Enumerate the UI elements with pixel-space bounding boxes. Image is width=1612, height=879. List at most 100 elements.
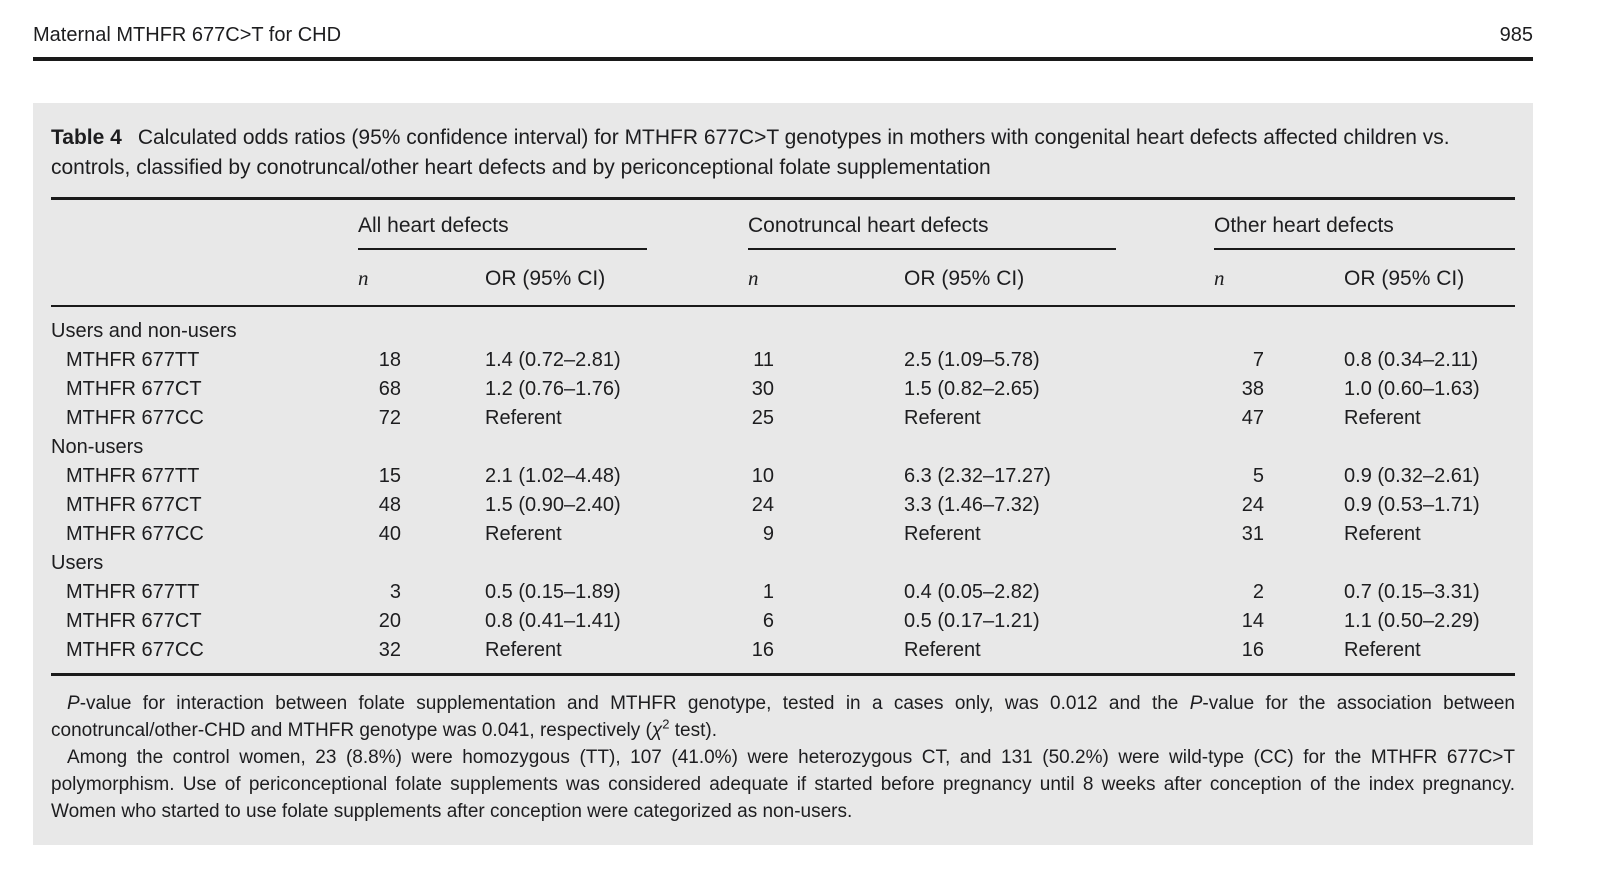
section-label: Users and non-users <box>51 320 237 342</box>
subheader-or-all: OR (95% CI) <box>401 250 748 307</box>
or-all-cell: 1.5 (0.90–2.40) <box>485 494 621 516</box>
or-other-cell: 0.9 (0.53–1.71) <box>1344 494 1480 516</box>
table-row: MTHFR 677CT 48 1.5 (0.90–2.40) 24 3.3 (1… <box>51 491 1515 520</box>
or-conotruncal-cell: Referent <box>904 407 981 429</box>
running-title: Maternal MTHFR 677C>T for CHD <box>33 24 342 46</box>
or-all-cell: 0.8 (0.41–1.41) <box>485 610 621 632</box>
subheader-n-conotruncal: n <box>748 250 774 307</box>
genotype-cell: MTHFR 677TT <box>66 349 200 371</box>
n-all-cell: 68 <box>378 378 401 400</box>
or-all-cell: Referent <box>485 407 562 429</box>
empty-corner-cell <box>51 199 358 251</box>
n-conotruncal-cell: 10 <box>751 465 774 487</box>
n-all-cell: 18 <box>378 349 401 371</box>
odds-ratio-table: All heart defects Conotruncal heart defe… <box>51 197 1516 676</box>
n-other-cell: 47 <box>1241 407 1265 429</box>
n-other-cell: 24 <box>1241 494 1265 516</box>
n-all-cell: 48 <box>378 494 401 516</box>
n-other-cell: 7 <box>1252 349 1265 371</box>
n-all-cell: 20 <box>378 610 401 632</box>
or-other-cell: Referent <box>1344 639 1421 661</box>
or-other-cell: 0.8 (0.34–2.11) <box>1344 349 1479 371</box>
n-other-cell: 31 <box>1241 523 1265 545</box>
n-conotruncal-cell: 25 <box>751 407 774 429</box>
column-group-row: All heart defects Conotruncal heart defe… <box>51 199 1516 251</box>
table-row: MTHFR 677CC 40 Referent 9 Referent 31 Re… <box>51 520 1515 549</box>
n-conotruncal-cell: 6 <box>762 610 774 632</box>
table-row: MTHFR 677TT 15 2.1 (1.02–4.48) 10 6.3 (2… <box>51 462 1515 491</box>
table-row: MTHFR 677TT 3 0.5 (0.15–1.89) 1 0.4 (0.0… <box>51 578 1515 607</box>
n-conotruncal-cell: 9 <box>762 523 774 545</box>
genotype-cell: MTHFR 677CT <box>66 378 202 400</box>
table-row: MTHFR 677CT 68 1.2 (0.76–1.76) 30 1.5 (0… <box>51 375 1515 404</box>
or-conotruncal-cell: Referent <box>904 639 981 661</box>
n-all-cell: 40 <box>378 523 401 545</box>
or-other-cell: 0.9 (0.32–2.61) <box>1344 465 1480 487</box>
genotype-cell: MTHFR 677CT <box>66 494 202 516</box>
section-label: Users <box>51 552 104 574</box>
or-all-cell: 2.1 (1.02–4.48) <box>485 465 621 487</box>
italic-p: P <box>1189 693 1203 714</box>
page-number: 985 <box>1499 24 1533 46</box>
table-row: MTHFR 677CC 32 Referent 16 Referent 16 R… <box>51 636 1515 675</box>
n-other-cell: 14 <box>1241 610 1265 632</box>
or-all-cell: 1.2 (0.76–1.76) <box>485 378 621 400</box>
or-conotruncal-cell: 3.3 (1.46–7.32) <box>904 494 1040 516</box>
or-all-cell: Referent <box>485 639 562 661</box>
table-row: MTHFR 677CT 20 0.8 (0.41–1.41) 6 0.5 (0.… <box>51 607 1515 636</box>
or-conotruncal-cell: Referent <box>904 523 981 545</box>
subheader-row: n OR (95% CI) n OR (95% CI) n OR (95% CI… <box>51 250 1516 307</box>
or-conotruncal-cell: 2.5 (1.09–5.78) <box>904 349 1040 371</box>
section-row: Users <box>51 549 1515 578</box>
table-caption: Table 4 Calculated odds ratios (95% confi… <box>51 123 1515 183</box>
n-conotruncal-cell: 24 <box>751 494 774 516</box>
n-conotruncal-cell: 11 <box>753 349 774 371</box>
header-rule <box>33 57 1533 61</box>
or-all-cell: Referent <box>485 523 562 545</box>
n-other-cell: 2 <box>1252 581 1265 603</box>
chi-superscript: 2 <box>662 716 670 732</box>
genotype-cell: MTHFR 677CT <box>66 610 202 632</box>
table-row: MTHFR 677CC 72 Referent 25 Referent 47 R… <box>51 404 1515 433</box>
table-caption-label: Table 4 <box>51 126 122 149</box>
or-conotruncal-cell: 0.4 (0.05–2.82) <box>904 581 1040 603</box>
genotype-cell: MTHFR 677CC <box>66 407 204 429</box>
genotype-cell: MTHFR 677CC <box>66 639 204 661</box>
column-group-all: All heart defects <box>358 199 748 250</box>
column-group-conotruncal: Conotruncal heart defects <box>748 199 1214 250</box>
n-conotruncal-cell: 30 <box>751 378 774 400</box>
section-row: Users and non-users <box>51 306 1515 346</box>
table-caption-text: Calculated odds ratios (95% confidence i… <box>51 126 1450 179</box>
column-group-other: Other heart defects <box>1214 199 1516 250</box>
footnote-2: Among the control women, 23 (8.8%) were … <box>51 747 1515 822</box>
n-all-cell: 32 <box>378 639 401 661</box>
genotype-cell: MTHFR 677CC <box>66 523 204 545</box>
subheader-or-conotruncal: OR (95% CI) <box>774 250 1215 307</box>
n-all-cell: 3 <box>389 581 401 603</box>
n-conotruncal-cell: 1 <box>762 581 774 603</box>
n-all-cell: 72 <box>378 407 401 429</box>
or-conotruncal-cell: 1.5 (0.82–2.65) <box>904 378 1040 400</box>
or-other-cell: Referent <box>1344 523 1421 545</box>
journal-page: Maternal MTHFR 677C>T for CHD 985 Table … <box>33 0 1533 845</box>
n-other-cell: 38 <box>1241 378 1265 400</box>
subheader-n-other: n <box>1214 250 1265 307</box>
or-other-cell: 1.1 (0.50–2.29) <box>1344 610 1480 632</box>
n-other-cell: 5 <box>1252 465 1265 487</box>
or-conotruncal-cell: 0.5 (0.17–1.21) <box>904 610 1040 632</box>
empty-corner-cell <box>51 250 358 307</box>
table-panel: Table 4 Calculated odds ratios (95% confi… <box>33 103 1533 845</box>
or-conotruncal-cell: 6.3 (2.32–17.27) <box>904 465 1051 487</box>
section-label: Non-users <box>51 436 144 458</box>
n-other-cell: 16 <box>1241 639 1265 661</box>
table-row: MTHFR 677TT 18 1.4 (0.72–2.81) 11 2.5 (1… <box>51 346 1515 375</box>
chi-symbol: χ <box>651 720 663 741</box>
n-all-cell: 15 <box>378 465 401 487</box>
or-all-cell: 1.4 (0.72–2.81) <box>485 349 621 371</box>
footnote-1: P-value for interaction between folate s… <box>51 693 1515 741</box>
or-all-cell: 0.5 (0.15–1.89) <box>485 581 621 603</box>
or-other-cell: 1.0 (0.60–1.63) <box>1344 378 1480 400</box>
or-other-cell: 0.7 (0.15–3.31) <box>1344 581 1480 603</box>
italic-p: P <box>67 693 80 714</box>
genotype-cell: MTHFR 677TT <box>66 581 200 603</box>
